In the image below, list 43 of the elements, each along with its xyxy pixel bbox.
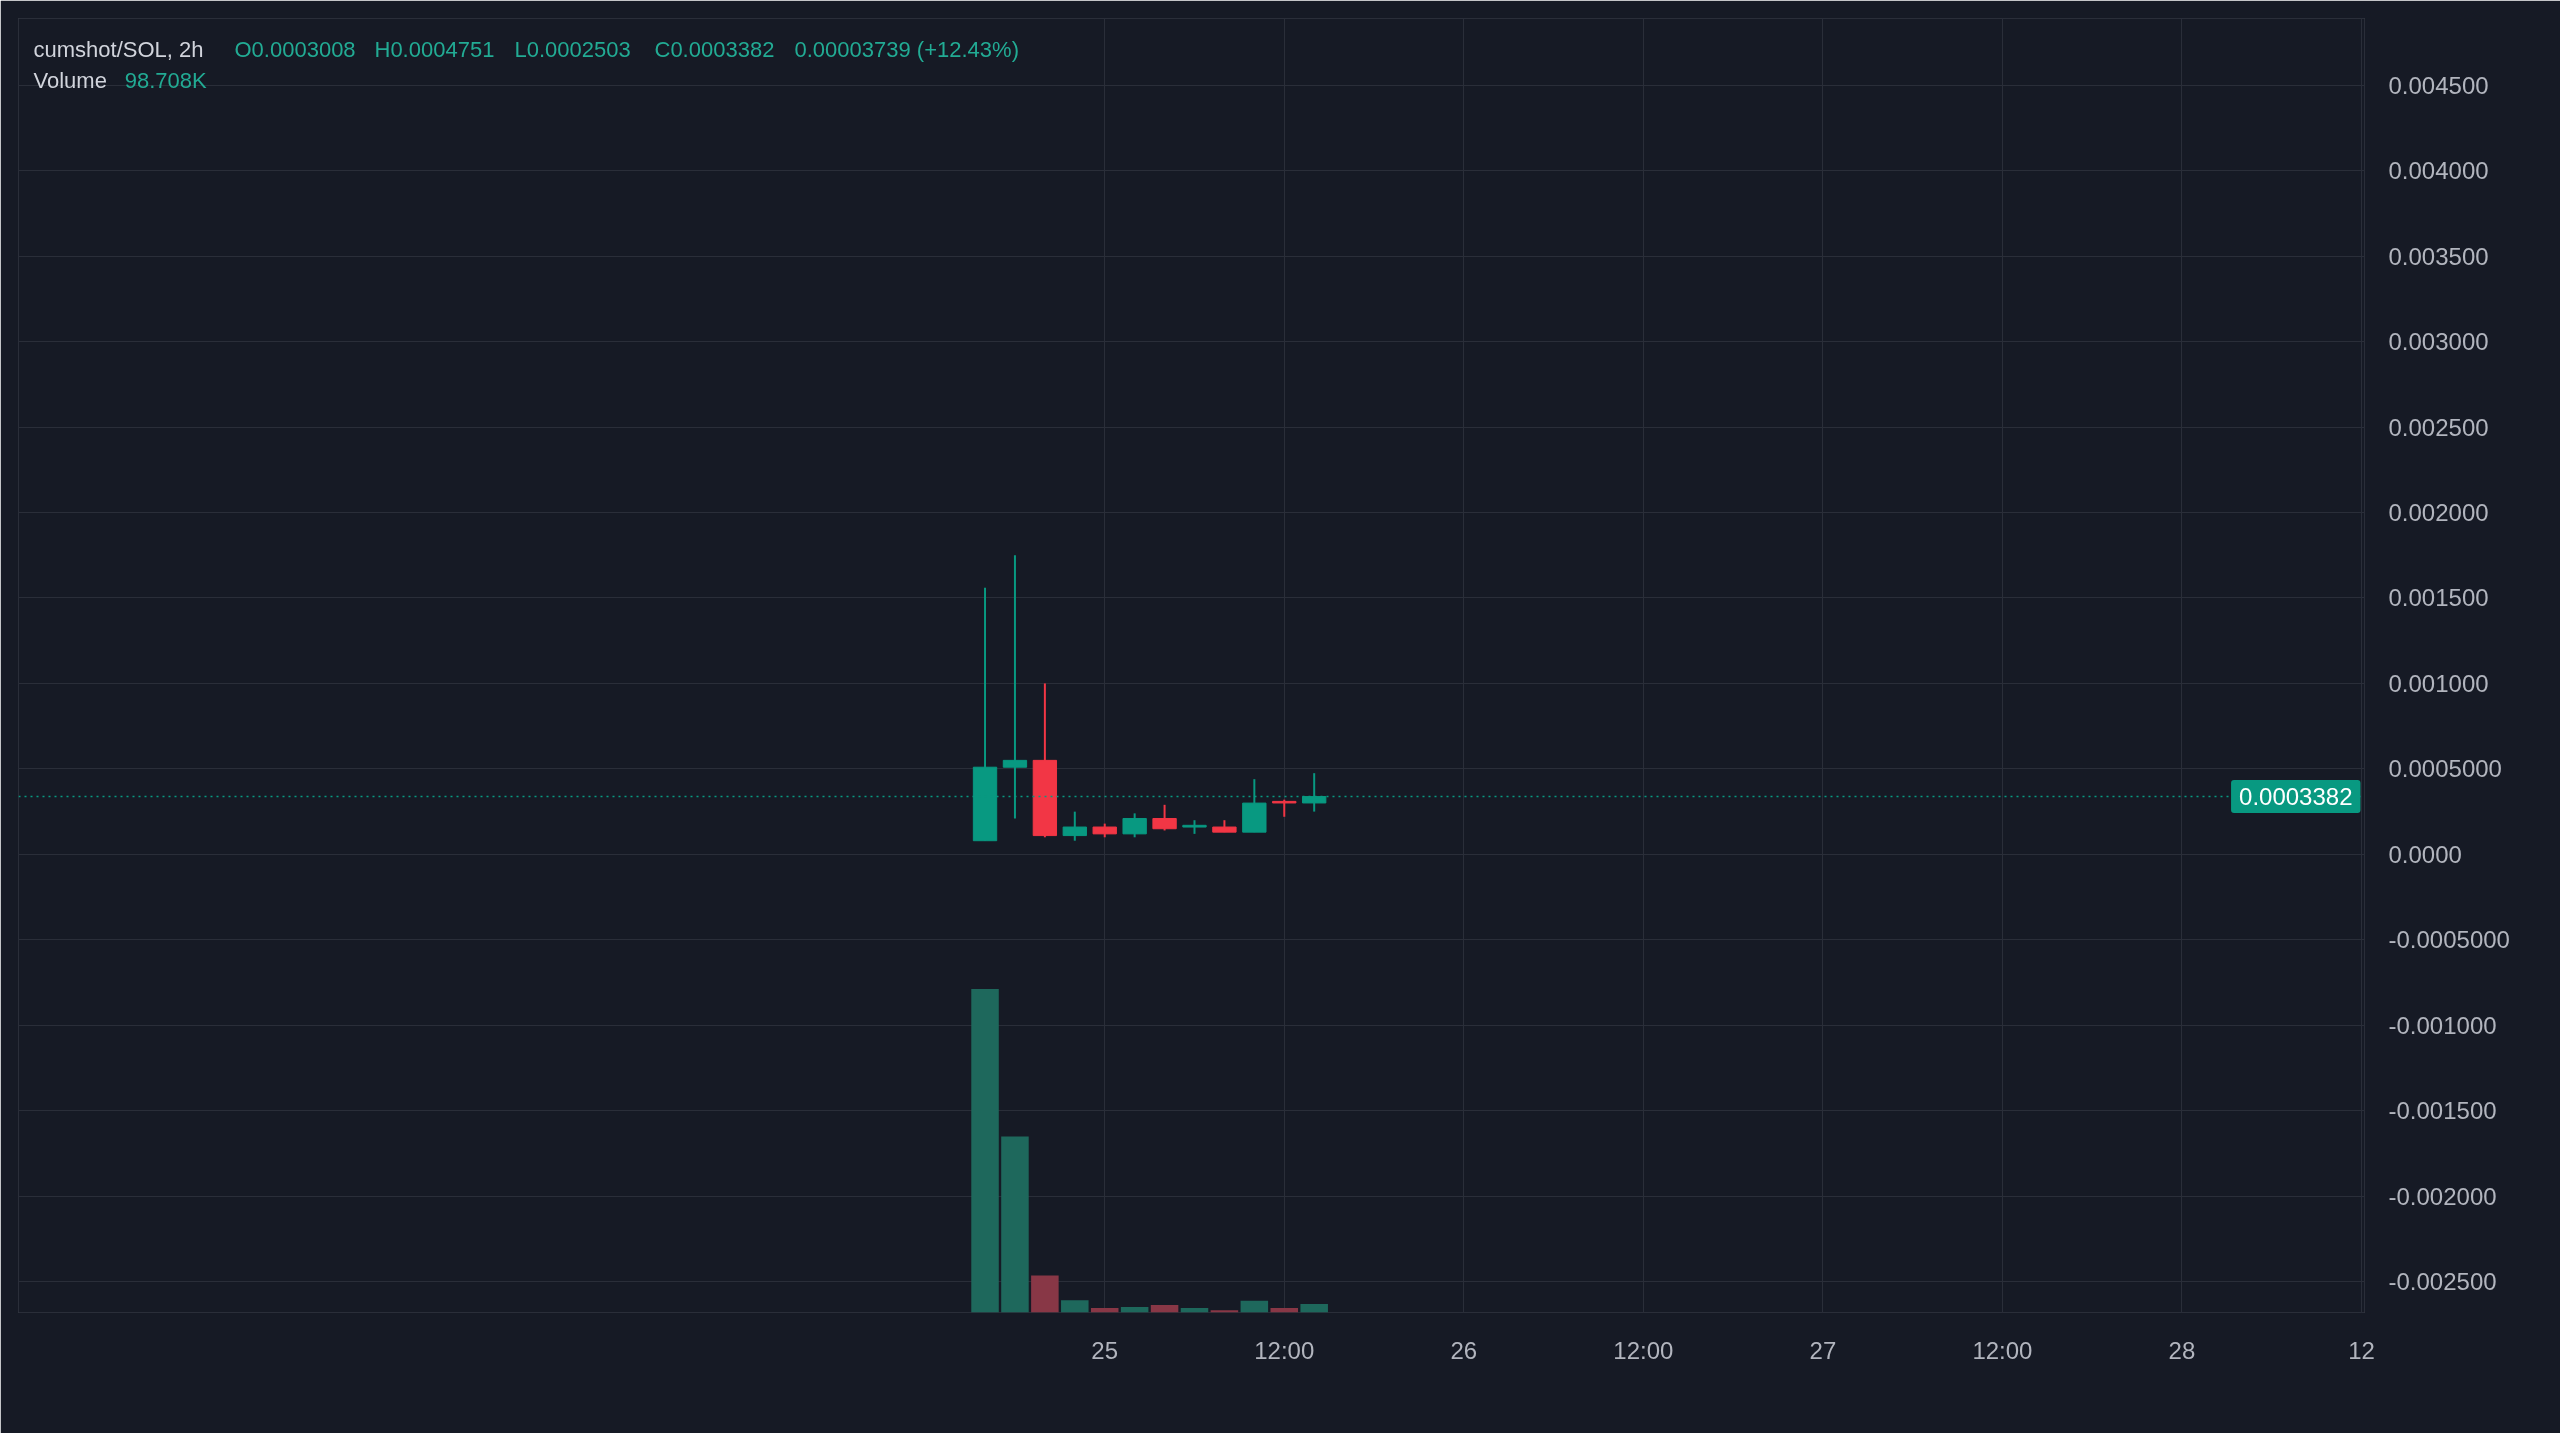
bar (1240, 1300, 1269, 1313)
annotation: 0.00003739 (+12.43%) (794, 37, 1019, 62)
y-tick-label: 0.001000 (2388, 669, 2489, 697)
y-tick-label: -0.0005000 (2388, 926, 2510, 954)
x-tick-label: 26 (1450, 1336, 1478, 1364)
y-tick-label: -0.001500 (2388, 1097, 2497, 1125)
y-tick-label: 0.0000 (2388, 840, 2462, 868)
x-tick-label: 28 (2168, 1336, 2196, 1364)
x-tick-label: 12:00 (1972, 1336, 2033, 1364)
annotation: C0.0003382 (654, 37, 775, 62)
y-tick-label: 0.004500 (2388, 71, 2489, 99)
annotation: O0.0003008 (234, 37, 356, 62)
y-tick-label: -0.001000 (2388, 1011, 2497, 1039)
chart-title: Volume (33, 68, 107, 93)
candlestick (1062, 810, 1087, 842)
y-tick-label: 0.0005000 (2388, 755, 2502, 783)
x-tick-label: 27 (1809, 1336, 1837, 1364)
bar (971, 989, 999, 1313)
bar (1150, 1305, 1179, 1313)
y-tick-label: 0.002000 (2388, 499, 2489, 527)
bar (1061, 1300, 1089, 1313)
y-tick-label: -0.002000 (2388, 1182, 2497, 1210)
y-tick-label: 0.003000 (2388, 328, 2489, 356)
candlestick (1152, 803, 1177, 832)
y-tick-label: 0.001500 (2388, 584, 2489, 612)
x-tick-label: 25 (1091, 1336, 1119, 1364)
annotation: 98.708K (124, 68, 207, 93)
y-tick-label: -0.002500 (2388, 1268, 2497, 1296)
y-tick-label: 0.004000 (2388, 157, 2489, 185)
bar (1031, 1275, 1059, 1313)
ref-line-label: 0.0003382 (2239, 783, 2353, 811)
bar (1300, 1304, 1328, 1313)
bar (1270, 1307, 1299, 1313)
annotation: H0.0004751 (374, 37, 495, 62)
x-tick-label: 12:00 (1254, 1336, 1315, 1364)
y-tick-label: 0.002500 (2388, 413, 2489, 441)
x-tick-label: 12:00 (1613, 1336, 1674, 1364)
annotation: L0.0002503 (514, 37, 631, 62)
x-tick-label: 12 (2348, 1336, 2375, 1364)
bar (1001, 1136, 1029, 1313)
candlestick (1122, 812, 1147, 839)
text: cumshot/SOL, 2h (33, 37, 204, 62)
y-tick-label: 0.003500 (2388, 242, 2489, 270)
